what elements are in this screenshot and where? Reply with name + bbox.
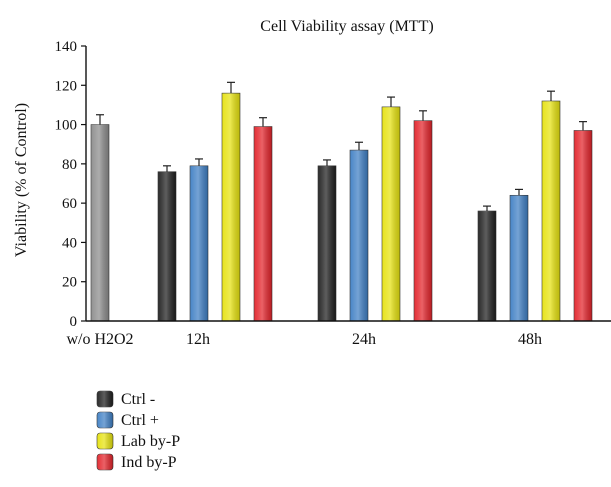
bar-ctrl--12h-shading — [190, 165, 208, 321]
legend-label: Ctrl + — [121, 412, 159, 429]
x-axis: w/o H2O2 12h 24h 48h — [66, 320, 611, 348]
x-tick-label-control: w/o H2O2 — [66, 331, 133, 348]
bar-ctrl--48h-shading — [510, 195, 528, 321]
legend-swatch-shading — [97, 391, 113, 407]
x-tick-label: 24h — [352, 331, 376, 348]
bar-ind-by-p-12h-shading — [254, 126, 272, 322]
y-tick-label: 100 — [55, 118, 78, 134]
legend-label: Ind by-P — [121, 454, 177, 471]
y-tick-label: 120 — [55, 78, 78, 94]
y-tick-label: 40 — [62, 235, 77, 251]
y-tick-label: 0 — [70, 314, 78, 330]
bar-ctrl--12h-shading — [158, 171, 176, 321]
x-tick-label: 12h — [186, 331, 210, 348]
error-bar-group — [96, 81, 587, 211]
legend-swatch-shading — [97, 412, 113, 428]
bar-lab-by-p-48h-shading — [542, 101, 560, 321]
bar-ind-by-p-48h-shading — [574, 130, 592, 321]
legend-label: Ctrl - — [121, 391, 155, 408]
bar-group — [90, 92, 593, 322]
bar-lab-by-p-24h-shading — [382, 106, 400, 322]
bar-ctrl--24h-shading — [350, 150, 368, 321]
legend-swatch-shading — [97, 454, 113, 470]
chart-title: Cell Viability assay (MTT) — [260, 18, 433, 35]
y-tick-label: 20 — [62, 275, 77, 291]
y-tick-label: 80 — [62, 157, 77, 173]
bar-control-shading — [91, 124, 109, 321]
y-axis-label: Viability (% of Control) — [13, 103, 30, 257]
legend: Ctrl - Ctrl + Lab by-P Ind by-P — [96, 390, 180, 471]
y-axis: 0 20 40 60 80 100 120 140 — [55, 39, 87, 330]
legend-label: Lab by-P — [121, 433, 180, 450]
bar-ctrl--48h-shading — [478, 211, 496, 321]
y-tick-label: 60 — [62, 196, 77, 212]
bar-ind-by-p-24h-shading — [414, 120, 432, 322]
bar-lab-by-p-12h-shading — [222, 93, 240, 322]
y-tick-label: 140 — [55, 39, 78, 55]
bar-ctrl--24h-shading — [318, 165, 336, 321]
x-tick-label: 48h — [518, 331, 542, 348]
legend-swatch-shading — [97, 433, 113, 449]
